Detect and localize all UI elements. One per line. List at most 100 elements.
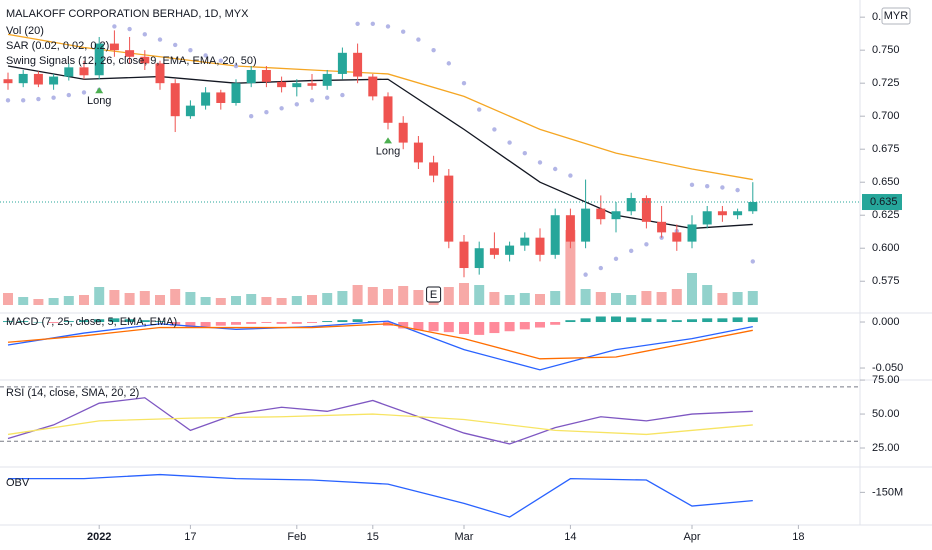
macd-histogram xyxy=(246,322,257,324)
y-tick-label: 0.625 xyxy=(872,209,900,221)
macd-histogram xyxy=(139,320,150,323)
candle-body xyxy=(657,221,667,233)
candle-body xyxy=(231,83,241,103)
macd-histogram xyxy=(428,322,439,332)
candle-body xyxy=(626,198,636,212)
candle-body xyxy=(429,162,439,176)
macd-histogram xyxy=(656,319,667,323)
sar-dot xyxy=(340,92,345,98)
volume-bar xyxy=(48,298,59,305)
sar-dot xyxy=(264,110,269,115)
volume-bar xyxy=(367,287,378,305)
candle-body xyxy=(398,122,408,143)
sar-dot xyxy=(218,58,223,63)
macd-histogram xyxy=(322,321,333,323)
x-tick-label: 17 xyxy=(184,531,196,543)
sar-dot xyxy=(5,98,11,103)
candle-body xyxy=(307,83,317,86)
volume-bar xyxy=(702,285,713,305)
sar-dot xyxy=(385,24,391,29)
candle-body xyxy=(489,248,499,255)
macd-histogram xyxy=(109,318,120,323)
sar-dot xyxy=(249,113,254,119)
sar-dot xyxy=(583,272,588,277)
sar-dot xyxy=(720,185,725,190)
x-tick-label: Mar xyxy=(455,531,474,543)
macd-histogram xyxy=(261,322,272,323)
macd-histogram xyxy=(48,322,59,323)
y-tick-label: 0.000 xyxy=(872,316,900,328)
candle-body xyxy=(201,92,211,106)
volume-bar xyxy=(641,291,652,305)
volume-bar xyxy=(611,293,621,305)
candle-body xyxy=(717,211,727,216)
volume-bar xyxy=(565,230,576,305)
volume-bar xyxy=(474,285,485,305)
earnings-marker xyxy=(426,286,442,303)
x-tick-label: 18 xyxy=(792,531,804,543)
candle-body xyxy=(353,52,363,77)
volume-bar xyxy=(18,297,29,305)
volume-bar xyxy=(732,292,743,305)
currency-box xyxy=(881,7,911,25)
macd-histogram xyxy=(504,322,515,332)
macd-histogram xyxy=(702,318,713,323)
volume-bar xyxy=(337,291,348,305)
pane-title: RSI (14, close, SMA, 20, 2) xyxy=(6,387,139,399)
volume-bar xyxy=(626,295,637,305)
indicator-label: Swing Signals (12, 26, close, 9, EMA, EM… xyxy=(6,55,257,67)
candle-body xyxy=(733,211,743,216)
macd-histogram xyxy=(276,322,287,324)
y-tick-label: 25.00 xyxy=(872,442,900,454)
candle-body xyxy=(702,211,712,225)
candle-body xyxy=(216,92,226,103)
y-tick-label: 0.725 xyxy=(872,77,900,89)
macd-histogram xyxy=(18,321,29,323)
candle-body xyxy=(337,52,347,74)
volume-bar xyxy=(398,286,409,305)
sar-dot xyxy=(370,21,375,26)
y-tick-label: 75.00 xyxy=(872,374,900,386)
volume-bar xyxy=(519,293,530,305)
macd-histogram xyxy=(94,319,105,323)
candle-body xyxy=(687,224,697,242)
x-tick-label: 2022 xyxy=(87,531,111,543)
volume-bar xyxy=(246,294,257,305)
candle-body xyxy=(64,67,74,77)
volume-bar xyxy=(261,297,272,305)
volume-bar xyxy=(671,289,682,305)
macd-histogram xyxy=(398,322,409,329)
sar-dot xyxy=(279,106,284,111)
sar-dot xyxy=(112,24,117,29)
candle-body xyxy=(246,69,256,84)
macd-histogram xyxy=(671,320,682,323)
macd-histogram xyxy=(641,318,652,323)
pane-title: MACD (7, 25, close, 5, EMA, EMA) xyxy=(6,316,177,328)
sar-dot xyxy=(203,53,208,58)
macd-histogram xyxy=(443,322,454,333)
volume-bar xyxy=(200,297,211,305)
candle-body xyxy=(444,175,454,242)
macd-histogram xyxy=(79,320,89,323)
sar-dot xyxy=(416,37,421,42)
candle-body xyxy=(109,43,119,51)
candle-body xyxy=(3,79,13,84)
candle-body xyxy=(94,43,104,76)
indicator-line xyxy=(8,473,753,518)
candle-body xyxy=(292,83,302,88)
sar-dot xyxy=(522,150,527,156)
signal-arrow xyxy=(384,137,392,144)
sar-dot xyxy=(355,21,360,26)
signal-arrow xyxy=(95,87,104,94)
candle-body xyxy=(641,198,651,222)
candle-body xyxy=(79,67,89,76)
volume-bar xyxy=(94,287,105,305)
volume-bar xyxy=(215,298,226,305)
macd-histogram xyxy=(580,318,591,323)
sar-dot xyxy=(705,183,710,189)
sar-dot xyxy=(568,173,573,178)
volume-bar xyxy=(504,295,515,305)
macd-histogram xyxy=(595,316,606,323)
macd-histogram xyxy=(155,321,165,323)
